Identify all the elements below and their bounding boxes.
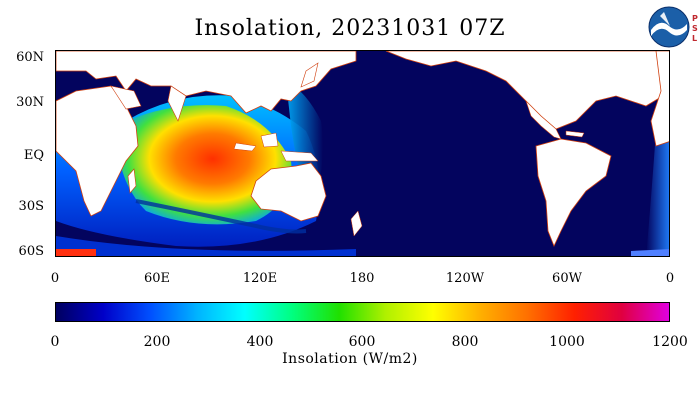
- svg-text:P: P: [692, 14, 698, 23]
- colorbar-tick-0: 0: [50, 334, 60, 350]
- lat-label-30s: 30S: [18, 199, 44, 214]
- lon-label-0-left: 0: [50, 271, 60, 286]
- svg-text:S: S: [692, 24, 698, 33]
- lat-label-30n: 30N: [16, 95, 44, 110]
- colorbar: [55, 302, 670, 322]
- noaa-psl-logo: P S L: [648, 6, 698, 48]
- lon-label-180: 180: [349, 271, 375, 286]
- colorbar-tick-600: 600: [348, 334, 376, 350]
- colorbar-tick-400: 400: [246, 334, 274, 350]
- lat-label-60n: 60N: [16, 50, 44, 65]
- lon-label-60e: 60E: [143, 271, 171, 286]
- insolation-map: [55, 50, 670, 257]
- colorbar-title: Insolation (W/m2): [282, 351, 418, 367]
- svg-text:L: L: [692, 34, 697, 43]
- lon-label-0-right: 0: [665, 271, 675, 286]
- colorbar-tick-1200: 1200: [652, 334, 688, 350]
- lat-label-60s: 60S: [18, 244, 44, 259]
- lat-label-eq: EQ: [23, 148, 44, 163]
- lon-label-60w: 60W: [552, 271, 582, 286]
- colorbar-tick-200: 200: [143, 334, 171, 350]
- colorbar-tick-800: 800: [451, 334, 479, 350]
- lon-label-120e: 120E: [242, 271, 278, 286]
- colorbar-tick-1000: 1000: [549, 334, 585, 350]
- lon-label-120w: 120W: [445, 271, 485, 286]
- map-canvas: [56, 51, 669, 256]
- map-title: Insolation, 20231031 07Z: [194, 16, 506, 41]
